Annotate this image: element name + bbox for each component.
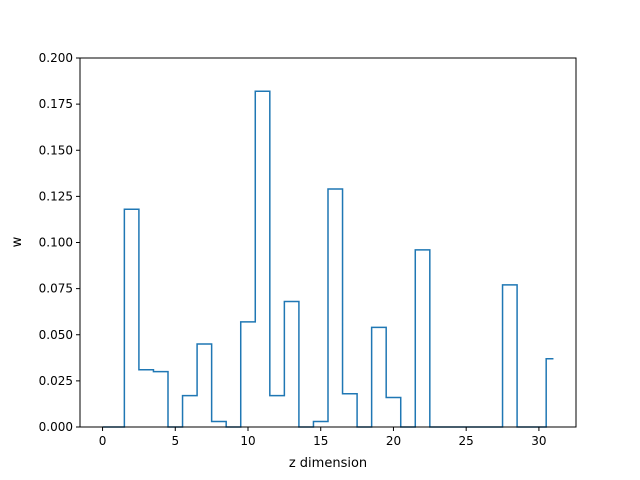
y-tick-label: 0.125 [39,189,73,203]
x-tick-label: 10 [240,434,255,448]
y-tick-label: 0.150 [39,143,73,157]
x-axis-label: z dimension [289,456,367,471]
y-tick-label: 0.075 [39,282,73,296]
x-tick-label: 20 [386,434,401,448]
x-tick-label: 25 [459,434,474,448]
y-tick-label: 0.000 [39,420,73,434]
y-tick-label: 0.100 [39,236,73,250]
y-tick-label: 0.200 [39,51,73,65]
x-axis-ticks: 0 5 10 15 20 25 30 [99,427,547,448]
x-tick-label: 15 [313,434,328,448]
x-tick-label: 30 [531,434,546,448]
y-axis-ticks: 0.000 0.025 0.050 0.075 0.100 0.125 0.150 0.175… [39,51,80,434]
y-axis-label: w [10,236,25,247]
x-tick-label: 5 [171,434,179,448]
y-tick-label: 0.050 [39,328,73,342]
y-tick-label: 0.175 [39,97,73,111]
axes-frame [79,57,577,428]
x-tick-label: 0 [99,434,107,448]
y-tick-label: 0.025 [39,374,73,388]
